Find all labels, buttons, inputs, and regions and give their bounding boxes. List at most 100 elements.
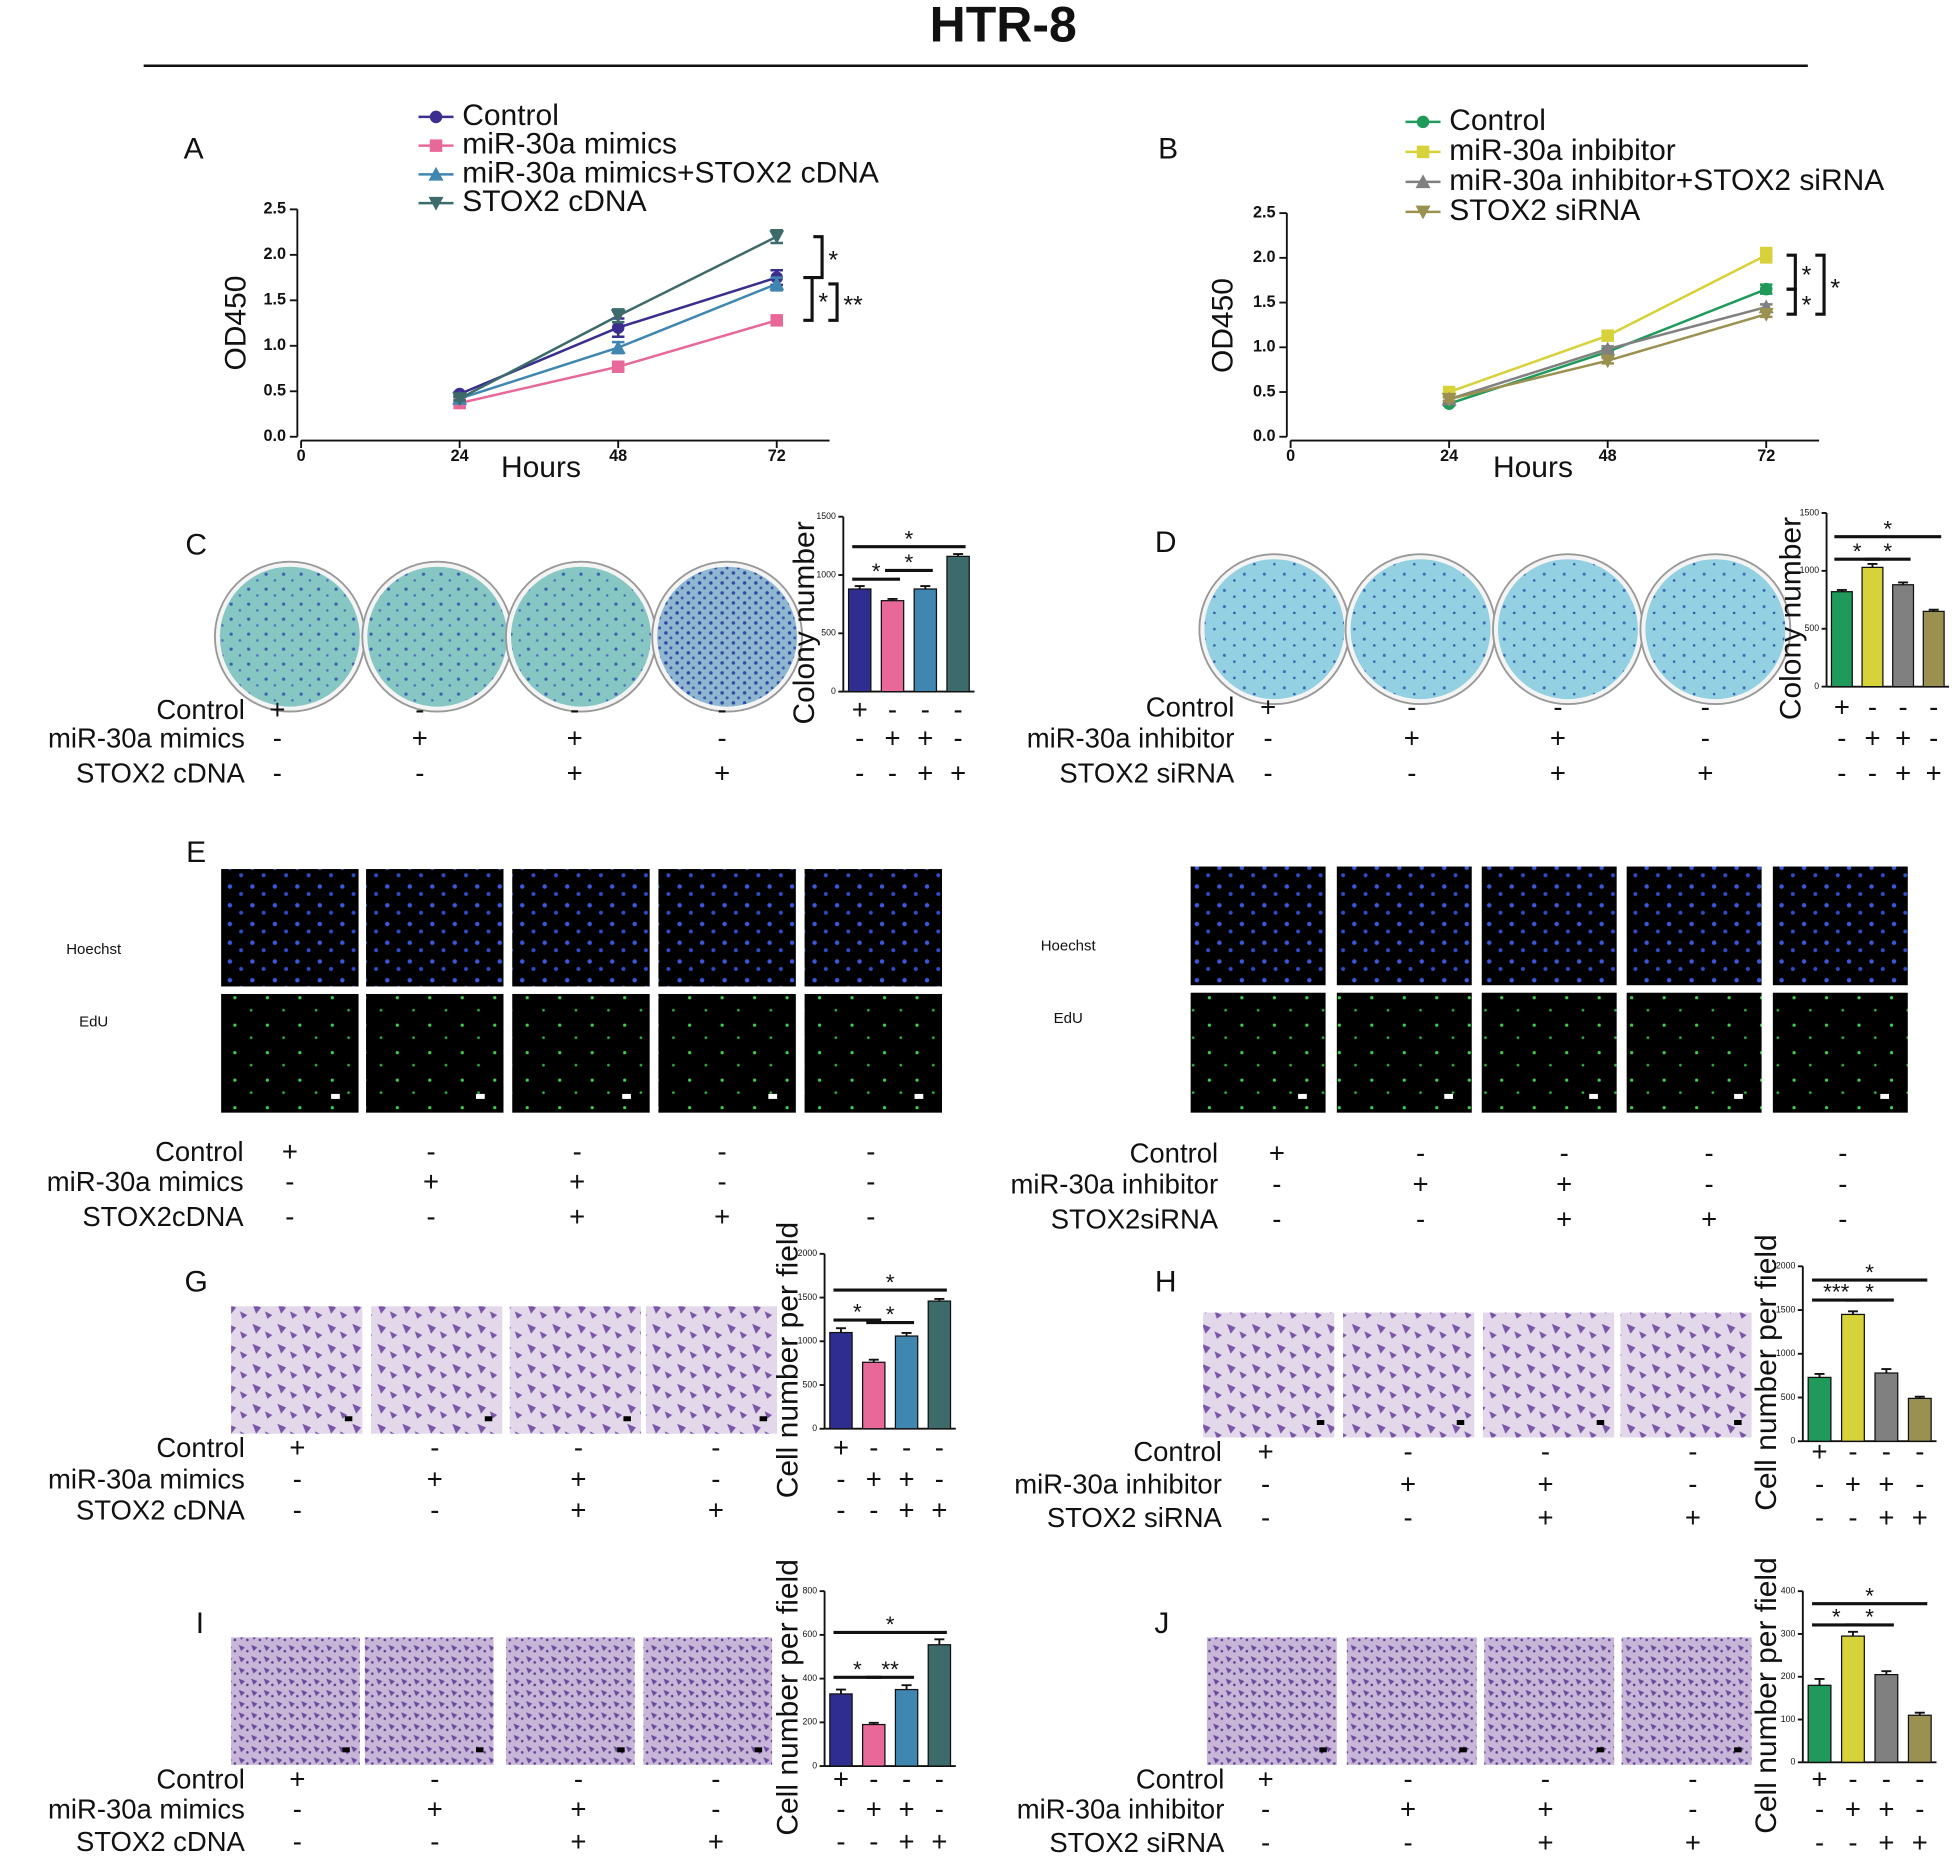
condition-sign: -	[888, 758, 897, 789]
treatment-sign: +	[567, 758, 583, 789]
scale-bar	[1444, 1093, 1454, 1099]
bar	[1830, 591, 1853, 688]
y-tick-label: 500	[1781, 1392, 1796, 1402]
treatment-sign: -	[1838, 1169, 1847, 1200]
treatment-sign: -	[1701, 723, 1710, 754]
condition-sign: +	[1812, 1436, 1828, 1467]
dish-image	[657, 566, 798, 707]
condition-sign: +	[1878, 1793, 1894, 1824]
condition-sign: +	[1878, 1827, 1894, 1858]
error-bar	[1847, 1310, 1858, 1315]
scale-bar	[1734, 1420, 1742, 1425]
y-tick-label: 600	[803, 1629, 818, 1639]
significance-label: *	[1883, 539, 1892, 564]
treatment-sign: -	[1261, 1502, 1270, 1533]
y-axis-label: Cell number per field	[1750, 1557, 1783, 1834]
micrograph	[1482, 1312, 1615, 1438]
treatment-sign: -	[1416, 1204, 1425, 1235]
hoechst-image	[221, 869, 359, 987]
significance-label: **	[843, 292, 863, 320]
treatment-sign: -	[1838, 1137, 1847, 1168]
condition-sign: -	[1882, 1436, 1891, 1467]
treatment-name: STOX2 siRNA	[1059, 758, 1235, 789]
condition-sign: +	[1834, 691, 1850, 722]
stain-label: Hoechst	[1041, 937, 1097, 954]
treatment-sign: -	[1403, 1502, 1412, 1533]
significance-label: *	[828, 247, 838, 275]
significance-label: *	[1883, 516, 1892, 541]
treatment-sign: +	[569, 1201, 585, 1232]
significance-label: *	[1865, 1260, 1874, 1285]
scale-bar	[1880, 1093, 1890, 1099]
condition-sign: -	[1848, 1763, 1857, 1794]
treatment-sign: +	[412, 723, 428, 754]
treatment-sign: +	[1537, 1793, 1553, 1824]
y-tick-label: 500	[821, 628, 836, 638]
treatment-sign: -	[718, 723, 727, 754]
y-tick-label: 2.5	[1253, 203, 1276, 221]
condition-sign: -	[902, 1432, 911, 1463]
significance-label: *	[886, 1612, 895, 1637]
treatment-sign: +	[1258, 1436, 1274, 1467]
micrograph	[1346, 1637, 1477, 1765]
panel-label: E	[186, 836, 206, 869]
marker	[1415, 174, 1431, 189]
treatment-name: STOX2 siRNA	[1049, 1827, 1225, 1858]
treatment-name: Control	[1146, 691, 1235, 722]
treatment-sign: +	[427, 1793, 443, 1824]
y-axis-label: OD450	[219, 276, 252, 371]
condition-sign: -	[869, 1763, 878, 1794]
error-bar	[1881, 1670, 1892, 1675]
treatment-sign: -	[1688, 1468, 1697, 1499]
treatment-sign: +	[714, 1201, 730, 1232]
panel-label: I	[196, 1607, 204, 1640]
y-tick-label: 1000	[1800, 565, 1820, 575]
treatment-sign: +	[567, 723, 583, 754]
condition-sign: +	[1812, 1763, 1828, 1794]
condition-sign: +	[1912, 1827, 1928, 1858]
edu-image	[512, 993, 650, 1113]
treatment-name: Control	[156, 694, 245, 725]
treatment-name: STOX2 siRNA	[1047, 1502, 1223, 1533]
y-tick-label: 0	[1790, 1757, 1795, 1767]
condition-sign: -	[1848, 1827, 1857, 1858]
treatment-sign: -	[1407, 691, 1416, 722]
legend-label: miR-30a mimics+STOX2 cDNA	[462, 156, 879, 189]
condition-sign: -	[855, 723, 864, 754]
treatment-sign: -	[1264, 723, 1273, 754]
micrograph	[1343, 1312, 1475, 1438]
treatment-sign: +	[570, 1826, 586, 1857]
scale-bar	[342, 1747, 350, 1753]
bar	[1907, 1714, 1932, 1763]
y-tick-label: 400	[803, 1673, 818, 1683]
micrograph	[364, 1637, 494, 1765]
micrograph	[509, 1306, 641, 1434]
treatment-sign: -	[273, 723, 282, 754]
y-axis-label: Cell number per field	[772, 1222, 805, 1499]
significance-label: *	[853, 1657, 862, 1682]
scale-bar	[1596, 1747, 1605, 1753]
treatment-sign: +	[1550, 723, 1566, 754]
treatment-name: miR-30a mimics	[48, 723, 245, 754]
bar	[880, 600, 905, 693]
bar	[829, 1693, 853, 1767]
condition-sign: -	[935, 1763, 944, 1794]
y-tick-label: 1000	[1776, 1348, 1796, 1358]
hoechst-image	[1481, 866, 1617, 986]
treatment-sign: -	[711, 1432, 720, 1463]
y-tick-label: 1.0	[264, 336, 287, 354]
condition-sign: -	[1915, 1793, 1924, 1824]
condition-sign: +	[1878, 1468, 1894, 1499]
y-tick-label: 200	[1781, 1671, 1796, 1681]
y-tick-label: 2000	[798, 1248, 818, 1258]
condition-sign: -	[1868, 691, 1877, 722]
treatment-sign: +	[1537, 1827, 1553, 1858]
bar	[1861, 566, 1884, 688]
treatment-sign: -	[711, 1463, 720, 1494]
bar	[829, 1331, 853, 1430]
condition-sign: +	[950, 758, 966, 789]
scale-bar	[344, 1416, 353, 1422]
panel-label: C	[185, 529, 207, 562]
